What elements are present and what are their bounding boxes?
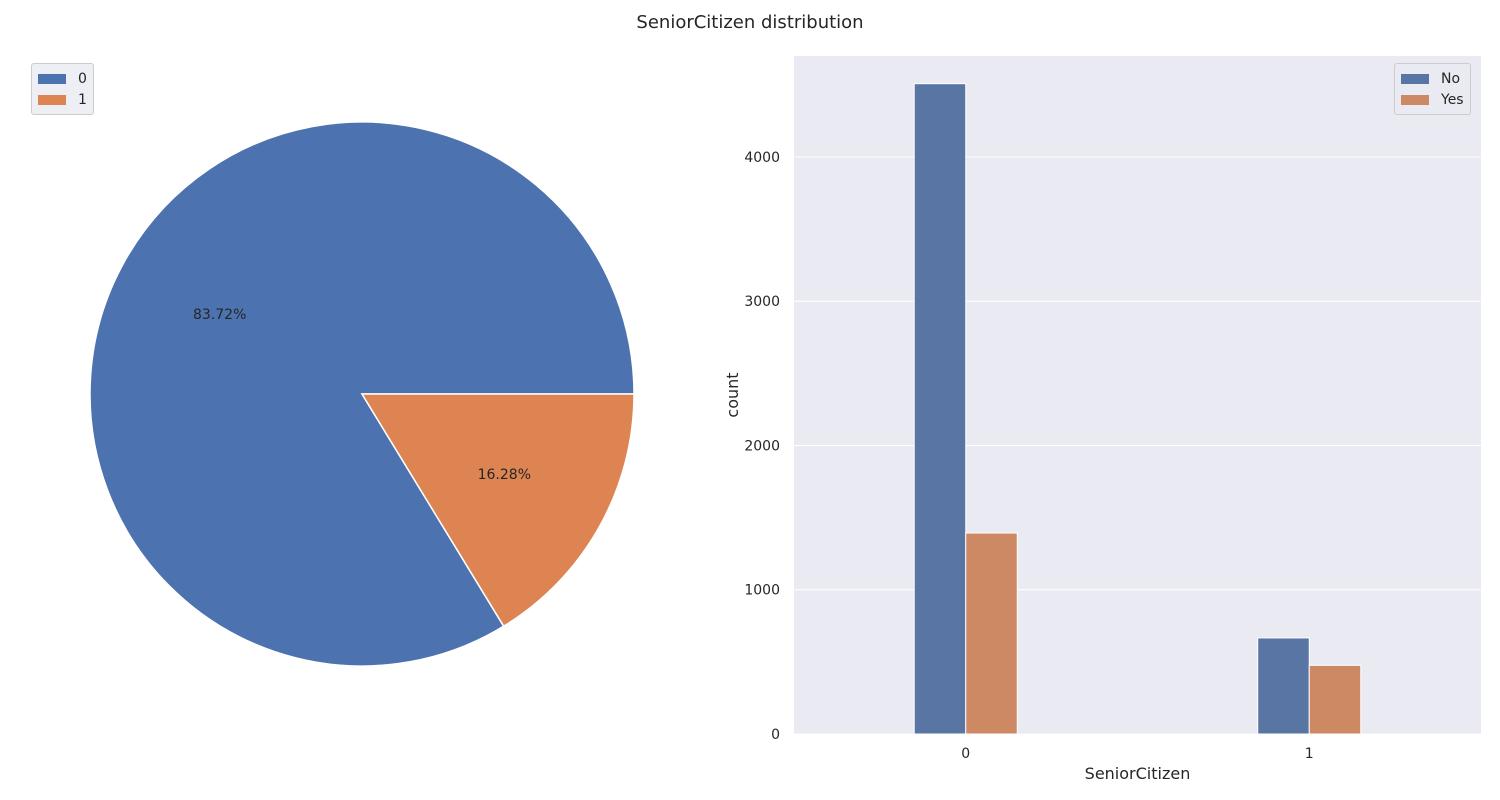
y-tick-label: 0: [771, 727, 780, 743]
figure-title: SeniorCitizen distribution: [636, 12, 864, 33]
y-tick-label: 1000: [744, 583, 780, 599]
x-tick-label: 0: [961, 746, 970, 762]
bar-yes-1: [1308, 664, 1362, 735]
pie-legend-item-1: 1: [38, 89, 87, 110]
y-axis-label: count: [723, 372, 742, 417]
legend-swatch: [1401, 94, 1429, 105]
y-tick-label: 3000: [744, 294, 780, 310]
legend-swatch: [38, 94, 66, 105]
pie-slice-1: [360, 393, 635, 628]
pie-slice-0: [89, 121, 635, 667]
pie-pct-label-0: 83.72%: [193, 307, 246, 323]
x-tick-label: 1: [1305, 746, 1314, 762]
pie-chart: 83.72% 16.28%: [89, 121, 635, 667]
y-tick-label: 4000: [744, 150, 780, 166]
plot-area: [794, 56, 1481, 734]
legend-swatch: [1401, 73, 1429, 84]
y-tick-label: 2000: [744, 438, 780, 454]
bar-no-0: [913, 83, 967, 735]
legend-swatch: [38, 73, 66, 84]
legend-label: 1: [78, 91, 87, 108]
bar-yes-0: [965, 532, 1018, 735]
legend-label: No: [1441, 70, 1461, 87]
pie-pct-label-1: 16.28%: [478, 467, 531, 483]
bar-legend-item-no: No: [1401, 68, 1464, 89]
pie-legend-item-0: 0: [38, 68, 87, 89]
bar-legend: No Yes: [1394, 63, 1471, 115]
bar-no-1: [1257, 637, 1310, 735]
legend-label: Yes: [1441, 91, 1464, 108]
bar-legend-item-yes: Yes: [1401, 89, 1464, 110]
legend-label: 0: [78, 70, 87, 87]
x-axis-label: SeniorCitizen: [1085, 764, 1191, 783]
